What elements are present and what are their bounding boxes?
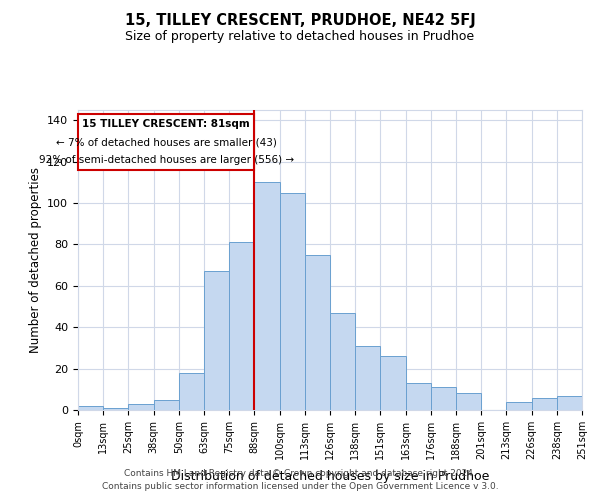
Bar [229,242,254,410]
X-axis label: Distribution of detached houses by size in Prudhoe: Distribution of detached houses by size … [171,470,489,483]
Bar [280,193,305,410]
Bar [254,182,280,410]
Bar [204,272,229,410]
Y-axis label: Number of detached properties: Number of detached properties [29,167,41,353]
Text: Contains HM Land Registry data © Crown copyright and database right 2024.: Contains HM Land Registry data © Crown c… [124,468,476,477]
Text: ← 7% of detached houses are smaller (43): ← 7% of detached houses are smaller (43) [56,137,277,147]
Bar [355,346,380,410]
Bar [305,255,330,410]
Bar [431,387,456,410]
Text: 15 TILLEY CRESCENT: 81sqm: 15 TILLEY CRESCENT: 81sqm [82,119,250,129]
Bar [380,356,406,410]
Text: 92% of semi-detached houses are larger (556) →: 92% of semi-detached houses are larger (… [38,155,294,165]
Bar [456,394,481,410]
Text: Size of property relative to detached houses in Prudhoe: Size of property relative to detached ho… [125,30,475,43]
Text: 15, TILLEY CRESCENT, PRUDHOE, NE42 5FJ: 15, TILLEY CRESCENT, PRUDHOE, NE42 5FJ [125,12,475,28]
Bar [78,406,103,410]
Text: Contains public sector information licensed under the Open Government Licence v : Contains public sector information licen… [101,482,499,491]
Bar [103,408,128,410]
Bar [557,396,582,410]
Bar [406,383,431,410]
Bar [179,373,204,410]
Bar [128,404,154,410]
Bar [330,313,355,410]
Bar [532,398,557,410]
Bar [154,400,179,410]
Bar [506,402,532,410]
